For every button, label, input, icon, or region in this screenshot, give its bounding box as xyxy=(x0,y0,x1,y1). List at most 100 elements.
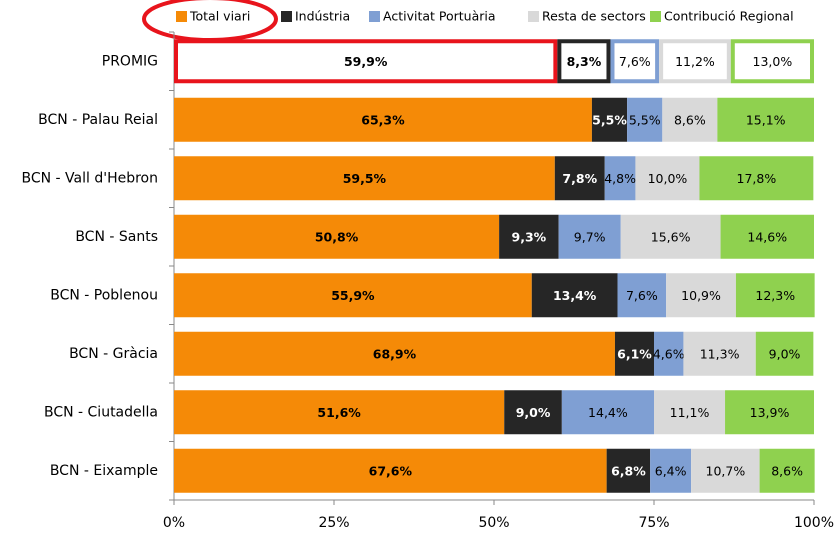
value-label: 14,6% xyxy=(747,229,787,244)
value-label: 17,8% xyxy=(737,171,777,186)
value-label: 11,3% xyxy=(700,346,740,361)
bar-segment xyxy=(699,156,814,201)
y-tick-label: BCN - Eixample xyxy=(50,463,158,479)
bar-segment xyxy=(735,273,815,318)
value-label: 5,5% xyxy=(592,112,627,127)
value-label: 55,9% xyxy=(331,288,375,303)
bar-segment xyxy=(650,448,692,493)
bar-segment xyxy=(635,156,700,201)
bar-segment xyxy=(174,39,558,84)
value-label: 10,0% xyxy=(648,171,688,186)
bar-segment xyxy=(666,273,736,318)
bar-segment xyxy=(174,331,615,376)
bar-segment xyxy=(174,214,500,259)
value-label: 8,6% xyxy=(771,463,803,478)
value-label: 4,6% xyxy=(653,346,685,361)
value-label: 15,1% xyxy=(746,112,786,127)
bar-segment xyxy=(691,448,760,493)
value-label: 59,5% xyxy=(343,171,387,186)
y-tick-label: BCN - Sants xyxy=(75,229,158,245)
bar-segment xyxy=(759,448,815,493)
legend-label: Activitat Portuària xyxy=(383,9,496,24)
bar-segment xyxy=(531,273,618,318)
x-tick-label: 75% xyxy=(638,515,669,531)
value-label: 7,8% xyxy=(562,171,597,186)
bar-segment xyxy=(725,390,814,435)
bar-segment xyxy=(620,214,721,259)
bar-segment xyxy=(174,156,555,201)
value-label: 12,3% xyxy=(755,288,795,303)
bar-segment xyxy=(627,97,663,142)
value-label: 51,6% xyxy=(317,405,361,420)
legend-swatch xyxy=(176,11,187,22)
x-tick-label: 0% xyxy=(163,515,185,531)
legend-swatch xyxy=(281,11,292,22)
value-label: 59,9% xyxy=(344,54,388,69)
value-label: 5,5% xyxy=(629,112,661,127)
bar-segment xyxy=(174,273,532,318)
x-tick-label: 25% xyxy=(318,515,349,531)
value-label: 9,0% xyxy=(516,405,551,420)
legend-swatch xyxy=(369,11,380,22)
bar-segment xyxy=(174,97,592,142)
bar-segment xyxy=(755,331,814,376)
value-label: 13,0% xyxy=(753,54,793,69)
bar-segment xyxy=(659,39,731,84)
value-label: 9,0% xyxy=(769,346,801,361)
value-label: 13,4% xyxy=(553,288,597,303)
value-label: 11,2% xyxy=(675,54,715,69)
value-label: 6,4% xyxy=(655,463,687,478)
value-label: 7,6% xyxy=(619,54,651,69)
bar-segment xyxy=(614,331,654,376)
y-tick-label: BCN - Gràcia xyxy=(69,346,158,362)
value-label: 11,1% xyxy=(670,405,710,420)
value-label: 4,8% xyxy=(604,171,636,186)
legend-label: Total viari xyxy=(189,9,250,24)
y-tick-label: BCN - Poblenou xyxy=(50,287,158,303)
x-tick-label: 50% xyxy=(478,515,509,531)
value-label: 10,7% xyxy=(706,463,746,478)
bar-segment xyxy=(604,156,636,201)
bar-segment xyxy=(720,214,814,259)
bar-segment xyxy=(174,448,607,493)
bar-segment xyxy=(557,39,611,84)
legend-swatch xyxy=(650,11,661,22)
value-label: 14,4% xyxy=(588,405,628,420)
legend-swatch xyxy=(528,11,539,22)
bar-segment xyxy=(654,331,684,376)
y-tick-label: BCN - Ciutadella xyxy=(44,404,158,420)
legend-label: Contribució Regional xyxy=(664,9,794,24)
value-label: 8,3% xyxy=(567,54,602,69)
bar-segment xyxy=(617,273,667,318)
value-label: 65,3% xyxy=(361,112,405,127)
value-label: 8,6% xyxy=(674,112,706,127)
value-label: 67,6% xyxy=(369,463,413,478)
y-tick-label: BCN - Vall d'Hebron xyxy=(21,170,158,186)
bar-segment xyxy=(662,97,718,142)
bar-segment xyxy=(730,39,814,84)
bar-segment xyxy=(591,97,628,142)
value-label: 9,7% xyxy=(574,229,606,244)
value-label: 9,3% xyxy=(512,229,547,244)
bar-segment xyxy=(499,214,559,259)
bar-segment xyxy=(717,97,814,142)
y-tick-label: PROMIG xyxy=(102,53,158,69)
y-tick-label: BCN - Palau Reial xyxy=(38,112,158,128)
value-label: 6,1% xyxy=(617,346,652,361)
bar-segment xyxy=(654,390,726,435)
value-label: 7,6% xyxy=(626,288,658,303)
value-label: 13,9% xyxy=(750,405,790,420)
bar-segment xyxy=(174,390,505,435)
bar-segment xyxy=(606,448,651,493)
legend-label: Indústria xyxy=(295,9,350,24)
value-label: 6,8% xyxy=(611,463,646,478)
bar-segment xyxy=(683,331,756,376)
value-label: 50,8% xyxy=(315,229,359,244)
legend-label: Resta de sectors xyxy=(542,9,646,24)
bar-segment xyxy=(561,390,654,435)
bar-segment xyxy=(554,156,605,201)
value-label: 10,9% xyxy=(681,288,721,303)
x-tick-label: 100% xyxy=(794,515,834,531)
bar-segment xyxy=(558,214,621,259)
